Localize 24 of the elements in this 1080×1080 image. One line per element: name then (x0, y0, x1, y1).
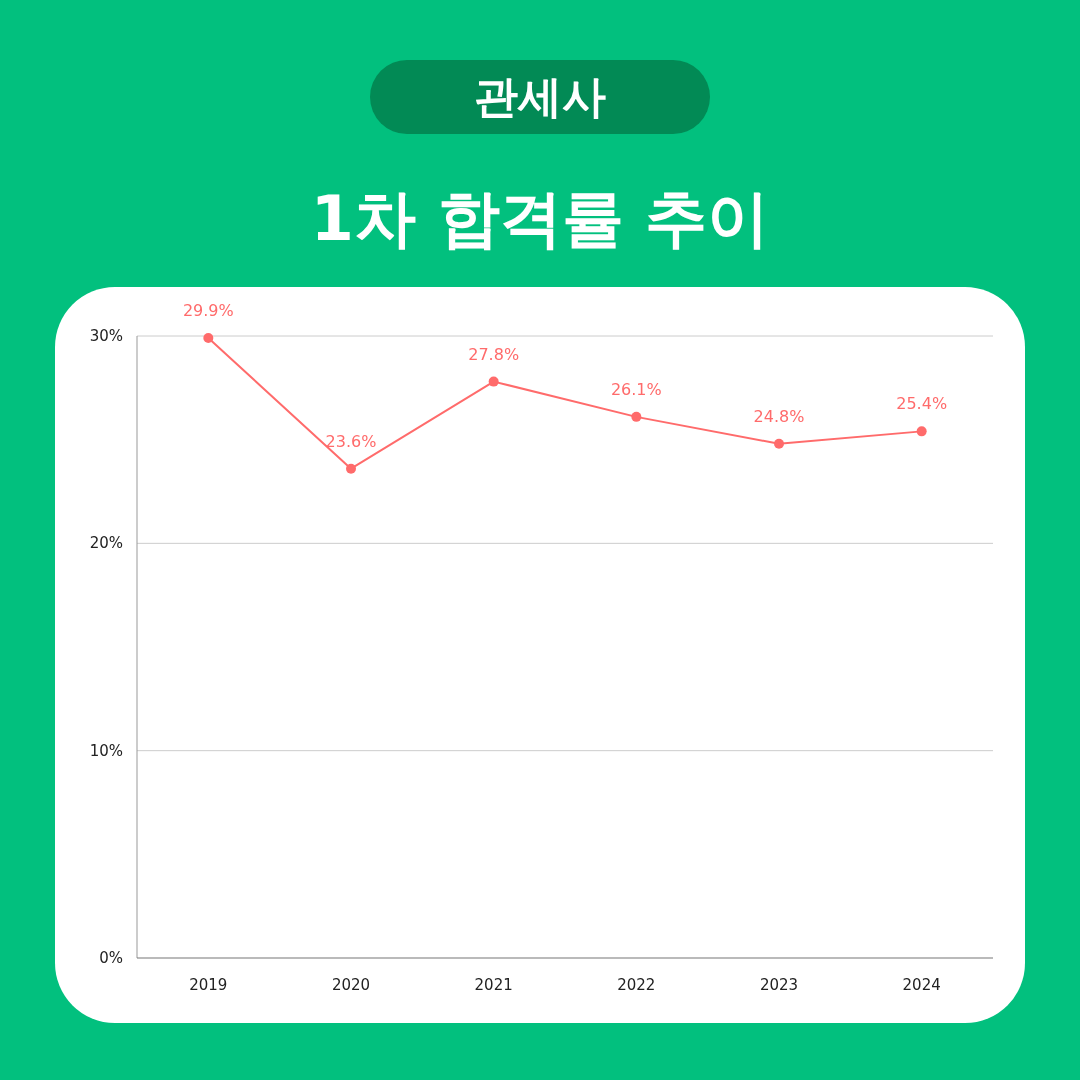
x-tick-label: 2024 (902, 976, 941, 994)
y-tick-label: 10% (89, 741, 123, 760)
data-label: 27.8% (468, 344, 520, 364)
chart-subtitle: 관세사 (474, 71, 606, 122)
chart-title: 1차 합격률 추이 (310, 182, 770, 255)
data-label: 29.9% (182, 301, 234, 321)
x-tick-label: 2020 (331, 976, 371, 994)
x-tick-label: 2023 (759, 976, 799, 994)
x-tick-label: 2022 (617, 976, 656, 994)
data-label: 25.4% (896, 394, 948, 414)
data-label: 26.1% (610, 379, 662, 399)
point (916, 426, 927, 437)
data-label: 23.6% (325, 431, 377, 451)
point (774, 438, 784, 449)
point (488, 376, 499, 387)
x-tick-label: 2019 (189, 976, 228, 994)
data-label: 24.8% (753, 406, 805, 426)
point (631, 411, 642, 422)
y-tick-label: 0% (99, 949, 123, 967)
point (203, 333, 214, 344)
point (346, 463, 356, 474)
y-tick-label: 30% (89, 327, 123, 345)
y-tick-label: 20% (89, 534, 123, 553)
x-tick-label: 2021 (474, 976, 513, 994)
